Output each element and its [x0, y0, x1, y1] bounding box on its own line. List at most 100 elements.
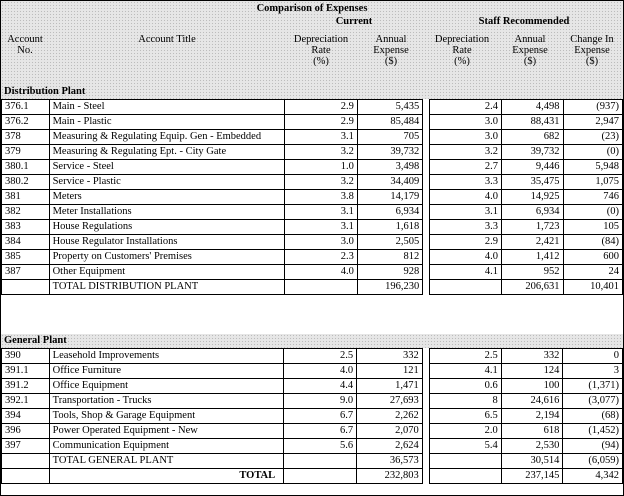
- staff-rate: 6.5: [428, 408, 502, 424]
- change-in-expense: (0): [562, 144, 623, 160]
- column-gap: [422, 189, 431, 205]
- staff-expense: 682: [501, 129, 564, 145]
- table-row: 396 Power Operated Equipment - New 6.7 2,07…: [1, 423, 623, 439]
- col-change-line2: Expense: [574, 45, 610, 56]
- account-title: Power Operated Equipment - New: [48, 423, 285, 439]
- account-title: Other Equipment: [48, 264, 286, 280]
- account-title: Service - Plastic: [48, 174, 286, 190]
- grand-total-account-no: [1, 468, 50, 484]
- current-rate: 3.1: [284, 204, 358, 220]
- staff-expense: 618: [500, 423, 564, 439]
- change-in-expense: 600: [562, 249, 623, 265]
- grand-total-staff-rate: [428, 468, 502, 484]
- account-no: 394: [1, 408, 50, 424]
- col-current-rate-line1: Depreciation: [293, 34, 349, 45]
- distribution-plant-table: 376.1 Main - Steel 2.9 5,435 2.4 4,498 (937) 37…: [1, 99, 623, 295]
- table-row: 384 House Regulator Installations 3.0 2,505…: [1, 234, 623, 250]
- staff-rate: 3.3: [429, 174, 503, 190]
- column-gap: [421, 438, 430, 454]
- column-gap: [421, 378, 430, 394]
- column-gap: [422, 159, 431, 175]
- change-in-expense: 0: [562, 348, 623, 364]
- change-in-expense: (1,371): [562, 378, 623, 394]
- change-in-expense: 746: [562, 189, 623, 205]
- table-row: 380.2 Service - Plastic 3.2 34,409 3.3 35,475…: [1, 174, 623, 190]
- grand-total-current-rate: [283, 468, 358, 484]
- group-staff-recommended: Staff Recommended: [478, 16, 570, 27]
- staff-rate: 2.9: [429, 234, 503, 250]
- account-no: 382: [1, 204, 50, 220]
- current-expense: 3,498: [356, 159, 424, 175]
- account-no: 380.2: [1, 174, 50, 190]
- staff-rate: 8: [428, 393, 502, 409]
- staff-rate: 4.1: [429, 264, 503, 280]
- staff-expense: 124: [500, 363, 564, 379]
- table-row: 382 Meter Installations 3.1 6,934 3.1 6,934 (0…: [1, 204, 623, 220]
- current-rate: 2.9: [284, 114, 358, 130]
- account-no: 384: [1, 234, 50, 250]
- account-title: Main - Steel: [48, 99, 286, 115]
- total-current-expense: 196,230: [356, 279, 424, 295]
- account-title: Meters: [48, 189, 286, 205]
- col-staff-rate-line3: (%): [454, 56, 470, 67]
- staff-expense: 35,475: [501, 174, 564, 190]
- change-in-expense: 3: [562, 363, 623, 379]
- account-no: 380.1: [1, 159, 50, 175]
- account-no: 391.1: [1, 363, 50, 379]
- staff-rate: 2.5: [428, 348, 502, 364]
- account-title: Measuring & Regulating Ept. - City Gate: [48, 144, 286, 160]
- column-gap: [422, 174, 431, 190]
- section-heading-distribution: Distribution Plant: [1, 85, 623, 99]
- change-in-expense: (23): [562, 129, 623, 145]
- total-row: TOTAL DISTRIBUTION PLANT 196,230 206,631 10…: [1, 279, 623, 295]
- current-rate: 5.6: [283, 438, 358, 454]
- column-gap: [422, 234, 431, 250]
- current-rate: 6.7: [283, 408, 358, 424]
- table-row: 379 Measuring & Regulating Ept. - City Ga…: [1, 144, 623, 160]
- change-in-expense: (94): [562, 438, 623, 454]
- column-gap: [422, 144, 431, 160]
- table-row: 391.1 Office Furniture 4.0 121 4.1 124 3: [1, 363, 623, 379]
- current-rate: 3.1: [284, 219, 358, 235]
- staff-rate: 0.6: [428, 378, 502, 394]
- staff-rate: 3.1: [429, 204, 503, 220]
- col-current-rate: Depreciation Rate (%): [284, 34, 358, 67]
- col-current-expense-line2: Expense: [373, 45, 409, 56]
- account-no: 392.1: [1, 393, 50, 409]
- current-expense: 121: [356, 363, 423, 379]
- account-title: Office Equipment: [48, 378, 285, 394]
- account-no: 390: [1, 348, 50, 364]
- staff-rate: 4.0: [429, 189, 503, 205]
- col-account-line1: Account: [7, 34, 43, 45]
- staff-expense: 4,498: [501, 99, 564, 115]
- staff-rate: 3.0: [429, 114, 503, 130]
- total-account-no: [1, 279, 50, 295]
- current-rate: 3.0: [284, 234, 358, 250]
- table-row: 385 Property on Customers' Premises 2.3 812…: [1, 249, 623, 265]
- change-in-expense: 2,947: [562, 114, 623, 130]
- total-staff-expense: 206,631: [501, 279, 564, 295]
- staff-expense: 24,616: [500, 393, 564, 409]
- account-title: Leasehold Improvements: [48, 348, 285, 364]
- current-rate: 3.8: [284, 189, 358, 205]
- staff-rate: 2.0: [428, 423, 502, 439]
- staff-rate: 4.1: [428, 363, 502, 379]
- col-account-no: Account No.: [1, 34, 49, 56]
- table-row: 376.1 Main - Steel 2.9 5,435 2.4 4,498 (937): [1, 99, 623, 115]
- col-current-rate-line3: (%): [313, 56, 329, 67]
- current-expense: 2,505: [356, 234, 424, 250]
- col-change-expense: Change In Expense ($): [561, 34, 623, 67]
- current-rate: 3.2: [284, 144, 358, 160]
- grand-total-label: TOTAL: [48, 468, 285, 484]
- account-no: 396: [1, 423, 50, 439]
- change-in-expense: (68): [562, 408, 623, 424]
- current-expense: 812: [356, 249, 424, 265]
- table-header: Comparison of Expenses Current Staff Rec…: [1, 1, 623, 86]
- account-title: Property on Customers' Premises: [48, 249, 286, 265]
- account-title: Office Furniture: [48, 363, 285, 379]
- table-row: 381 Meters 3.8 14,179 4.0 14,925 746: [1, 189, 623, 205]
- col-current-expense: Annual Expense ($): [358, 34, 424, 67]
- table-title: Comparison of Expenses: [256, 3, 368, 14]
- current-expense: 85,484: [356, 114, 424, 130]
- table-row: 394 Tools, Shop & Garage Equipment 6.7 2,26…: [1, 408, 623, 424]
